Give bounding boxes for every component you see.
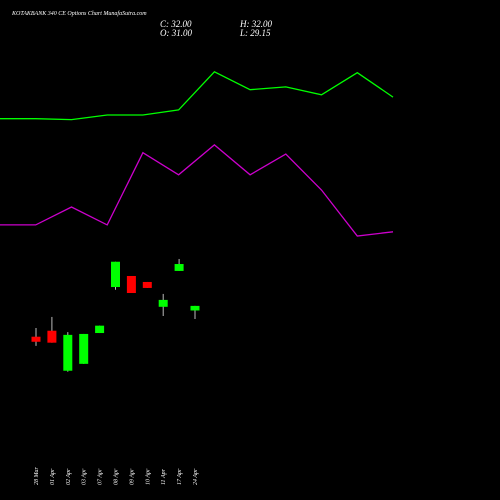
ohlc-label: H: 32.00 (239, 19, 272, 29)
candle-body (111, 261, 120, 288)
candle-body (190, 305, 200, 311)
candle-body (31, 336, 41, 342)
x-tick-label: 28 Mar (34, 467, 40, 485)
x-tick-label: 09 Apr (129, 468, 135, 485)
x-tick-label: 03 Apr (82, 468, 88, 485)
candle-body (95, 325, 105, 334)
x-tick-label: 01 Apr (50, 468, 56, 485)
candle-body (63, 334, 73, 371)
x-tick-label: 10 Apr (145, 468, 151, 485)
x-tick-label: 07 Apr (98, 468, 104, 485)
x-tick-label: 17 Apr (177, 468, 183, 485)
indicator-line (0, 71, 394, 121)
x-tick-label: 02 Apr (66, 468, 72, 485)
ohlc-label: L: 29.15 (239, 28, 271, 38)
x-tick-label: 08 Apr (114, 468, 120, 485)
x-tick-label: 11 Apr (161, 468, 167, 485)
ohlc-label: C: 32.00 (160, 19, 192, 29)
ohlc-label: O: 31.00 (160, 28, 192, 38)
candle-body (47, 330, 57, 343)
candle-body (174, 264, 184, 271)
candle-body (142, 281, 152, 288)
candle-body (126, 275, 136, 294)
candle-body (79, 333, 89, 364)
indicator-line (0, 144, 394, 237)
candle-body (158, 299, 168, 307)
x-tick-label: 24 Apr (192, 468, 199, 485)
chart-title: KOTAKBANK 340 CE Options Chart MunafaSut… (11, 10, 147, 17)
